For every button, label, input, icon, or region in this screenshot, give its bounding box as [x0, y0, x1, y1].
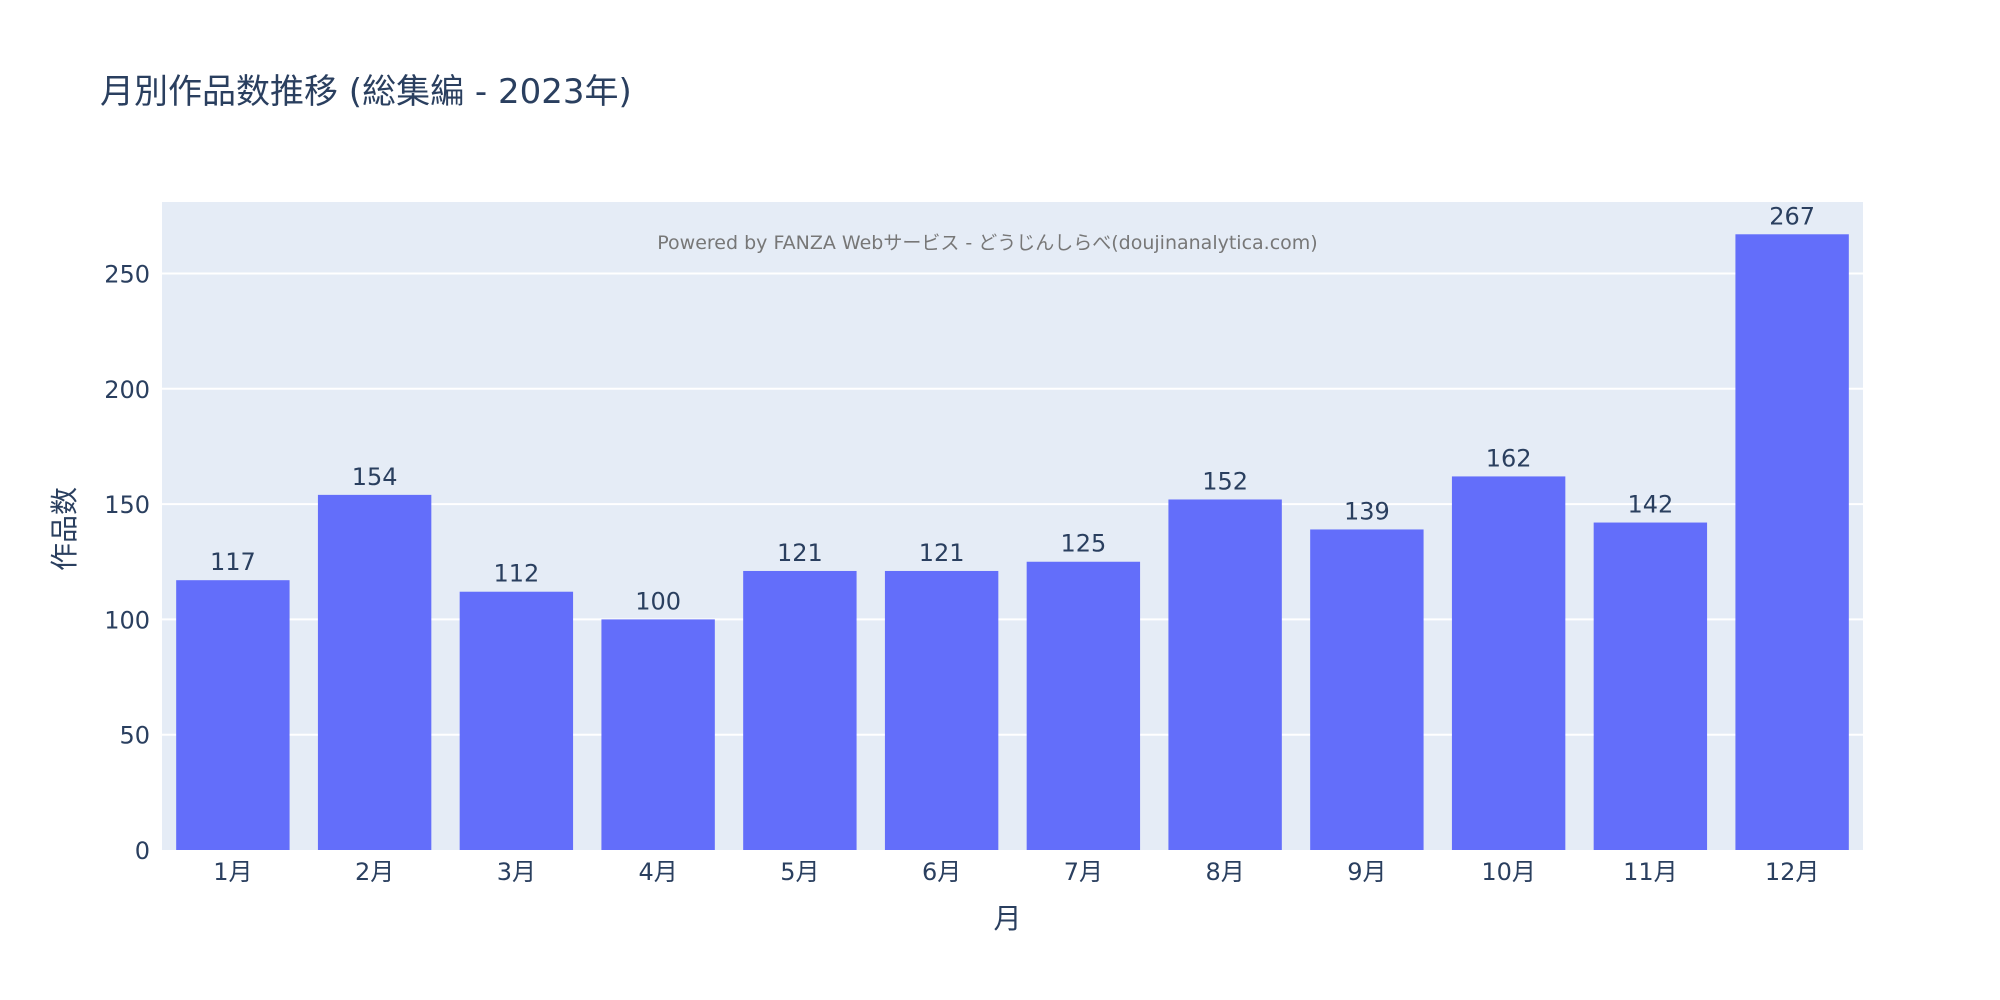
y-tick-label: 100 [104, 606, 150, 634]
plot-area [162, 202, 1863, 850]
x-tick-label: 5月 [780, 858, 819, 886]
bar[interactable] [176, 580, 290, 850]
x-tick-label: 7月 [1064, 858, 1103, 886]
x-tick-label: 8月 [1205, 858, 1244, 886]
bar[interactable] [601, 619, 715, 850]
data-label: 125 [1060, 530, 1106, 558]
y-tick-label: 250 [104, 260, 150, 288]
bar[interactable] [884, 570, 999, 850]
data-label: 112 [493, 560, 539, 588]
grid-lines [162, 272, 1863, 736]
data-label: 121 [919, 539, 965, 567]
x-axis-ticks: 1月 2月 3月 4月 5月 6月 7月 8月 9月 10月 11月 12月 [213, 858, 1819, 886]
data-label: 142 [1627, 491, 1673, 519]
data-label: 117 [210, 548, 256, 576]
x-tick-label: 9月 [1347, 858, 1386, 886]
bar[interactable] [1026, 561, 1141, 850]
y-tick-label: 0 [135, 837, 150, 865]
bar[interactable] [1451, 476, 1566, 850]
bar[interactable] [459, 591, 574, 850]
data-label: 162 [1486, 444, 1532, 472]
x-tick-label: 1月 [213, 858, 252, 886]
bar[interactable] [743, 570, 857, 850]
y-tick-label: 50 [119, 722, 150, 750]
y-tick-label: 200 [104, 376, 150, 404]
data-label: 152 [1202, 467, 1248, 495]
y-axis-label: 作品数 [48, 487, 81, 571]
x-tick-label: 10月 [1481, 858, 1536, 886]
bar[interactable] [317, 494, 432, 850]
bars [176, 234, 1849, 851]
data-label: 154 [352, 463, 398, 491]
bar[interactable] [1310, 529, 1424, 850]
y-axis-ticks: 0 50 100 150 200 250 [104, 260, 150, 865]
y-tick-label: 150 [104, 491, 150, 519]
bar[interactable] [1168, 499, 1282, 850]
data-label: 267 [1769, 202, 1815, 230]
data-label: 121 [777, 539, 823, 567]
chart-title: 月別作品数推移 (総集編 - 2023年) [100, 72, 632, 112]
bar[interactable] [1593, 522, 1708, 850]
data-label: 139 [1344, 497, 1390, 525]
x-tick-label: 3月 [497, 858, 536, 886]
x-tick-label: 4月 [638, 858, 677, 886]
x-tick-label: 12月 [1765, 858, 1820, 886]
x-axis-label: 月 [993, 902, 1021, 935]
data-label: 100 [635, 587, 681, 615]
annotation: Powered by FANZA Webサービス - どうじんしらべ(douji… [657, 232, 1317, 254]
x-tick-label: 2月 [355, 858, 394, 886]
data-labels: 117 154 112 100 121 121 125 152 139 162 142 267 [210, 202, 1815, 615]
x-tick-label: 11月 [1623, 858, 1678, 886]
x-tick-label: 6月 [922, 858, 961, 886]
bar[interactable] [1735, 234, 1849, 851]
